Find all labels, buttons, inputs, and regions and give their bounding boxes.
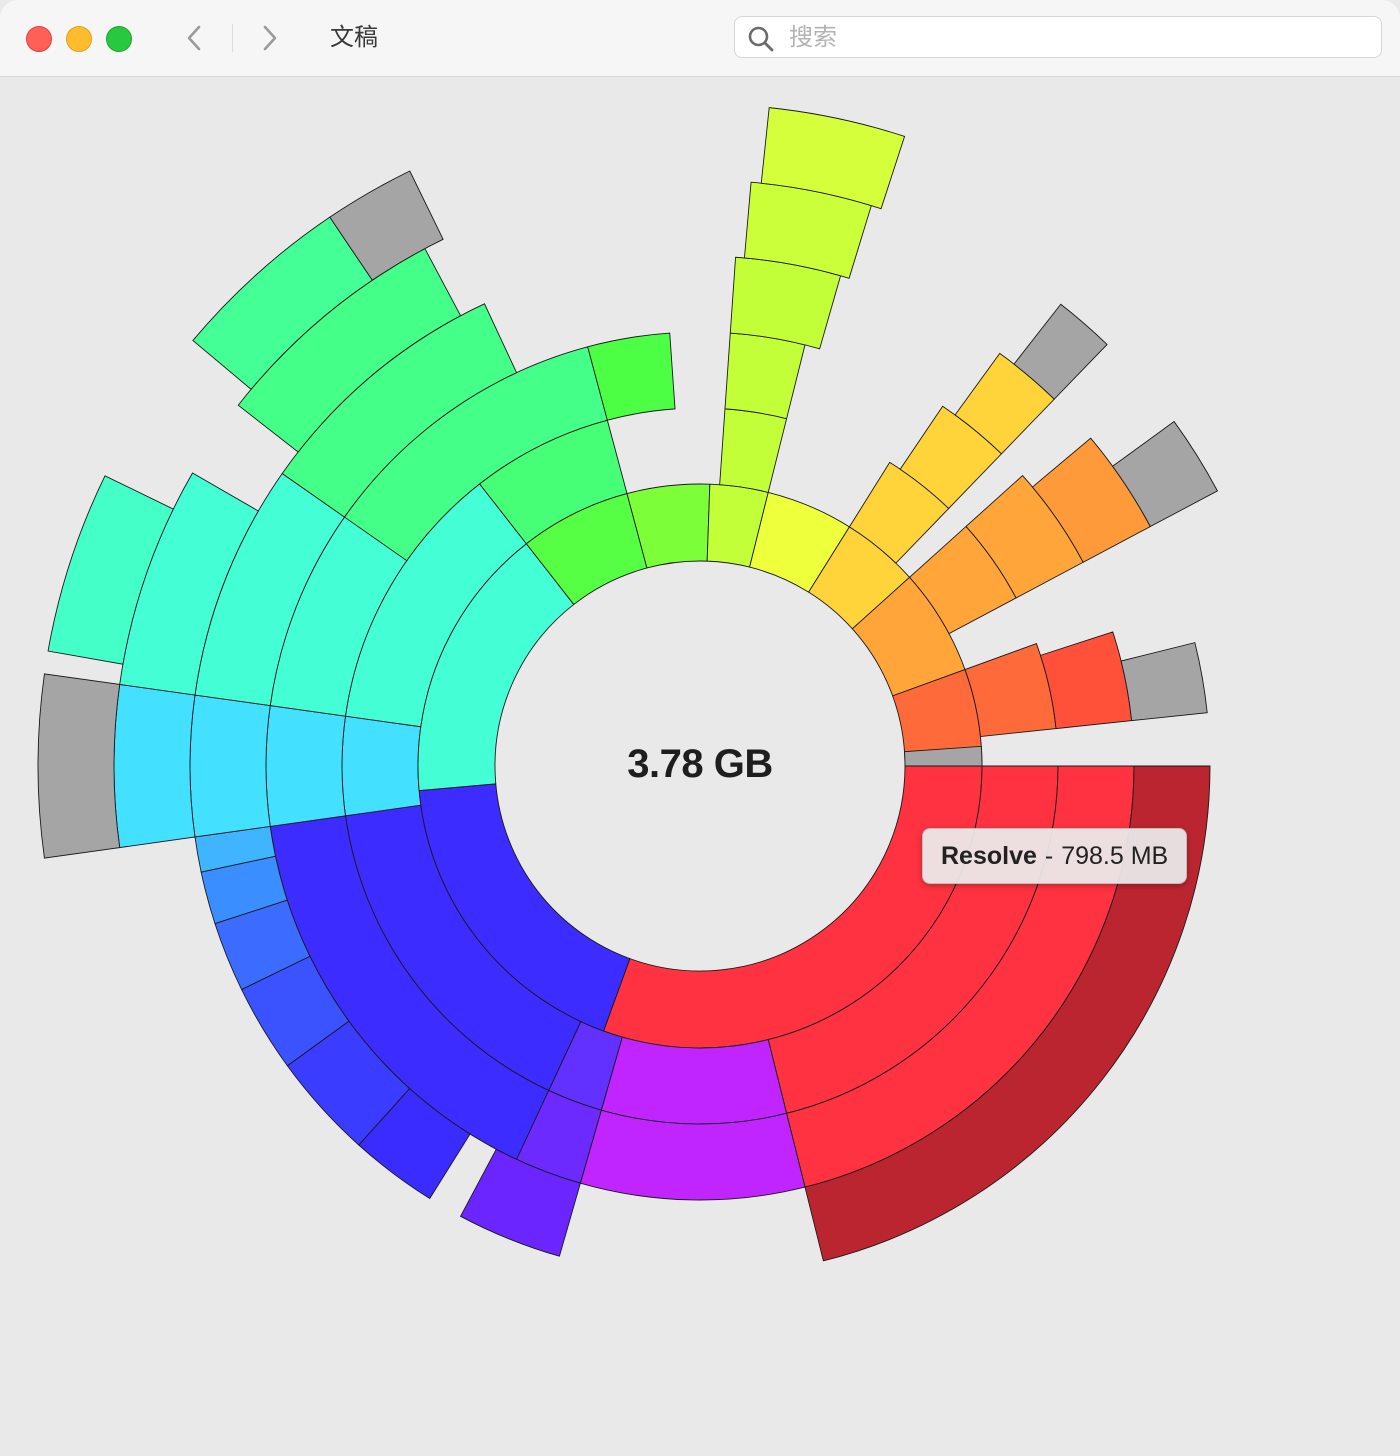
segment-other[interactable] (904, 745, 983, 767)
segment-ro-child[interactable] (1039, 631, 1133, 730)
segment-other[interactable] (1120, 642, 1208, 722)
segment-aqua-leaf[interactable] (47, 475, 174, 665)
segment-cyan[interactable] (341, 715, 422, 817)
forward-button[interactable] (256, 22, 284, 54)
segment-yg-child[interactable] (724, 332, 806, 420)
chevron-right-icon (263, 25, 277, 51)
segment-other[interactable] (1111, 420, 1219, 528)
tooltip-size: 798.5 MB (1061, 841, 1169, 870)
tooltip-separator: - (1044, 841, 1054, 870)
segment-yg-leaf[interactable] (760, 107, 906, 210)
tooltip-name: Resolve (941, 841, 1037, 870)
segment-other[interactable] (1013, 303, 1108, 400)
segment-other[interactable] (329, 170, 444, 281)
disk-usage-area: 3.78 GB Resolve - 798.5 MB (0, 77, 1400, 1456)
segment-cyan-child[interactable] (265, 705, 346, 827)
minimize-window-button[interactable] (66, 26, 92, 52)
toolbar: 文稿 (0, 0, 1400, 77)
segment-cyan-child[interactable] (113, 683, 196, 849)
segment-resolve-child[interactable] (804, 765, 1211, 1262)
search-field[interactable] (734, 16, 1382, 58)
close-window-button[interactable] (26, 26, 52, 52)
segment-purple[interactable] (600, 1036, 788, 1125)
window-title: 文稿 (330, 24, 378, 51)
back-button[interactable] (180, 22, 208, 54)
segment-yg-child[interactable] (719, 408, 788, 493)
segment-other[interactable] (37, 673, 121, 859)
hover-tooltip: Resolve - 798.5 MB (922, 828, 1188, 884)
total-size-label: 3.78 GB (627, 742, 773, 786)
segment-cyan-child[interactable] (189, 694, 271, 838)
search-input[interactable] (787, 21, 1371, 55)
chevron-left-icon (187, 25, 201, 51)
segment-green-child[interactable] (587, 332, 676, 421)
nav-divider (232, 24, 233, 52)
zoom-window-button[interactable] (106, 26, 132, 52)
search-icon (748, 26, 774, 52)
